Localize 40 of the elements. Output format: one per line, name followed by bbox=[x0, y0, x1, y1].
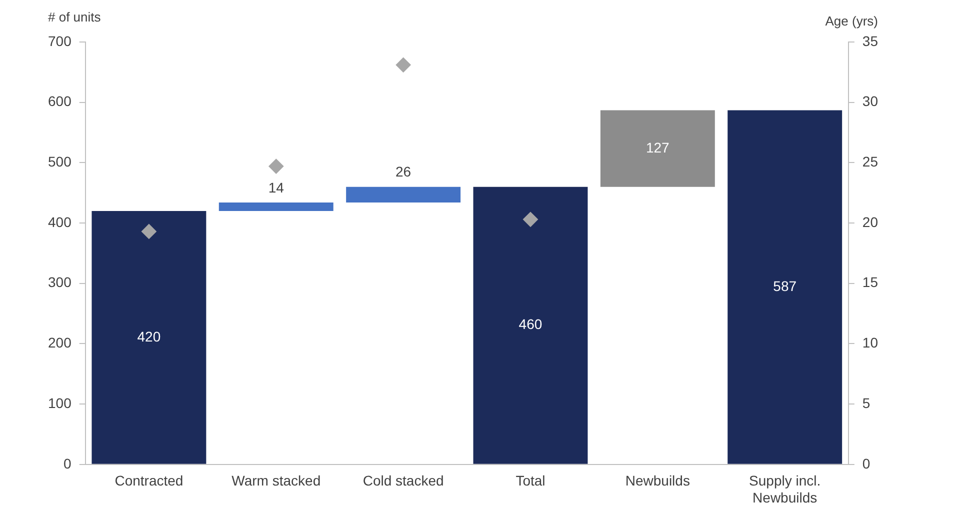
data-label: 14 bbox=[268, 179, 284, 196]
y-tick-label: 200 bbox=[48, 334, 72, 351]
point bbox=[396, 57, 411, 72]
y2-tick-label: 10 bbox=[862, 334, 878, 351]
y-tick-label: 300 bbox=[48, 274, 72, 290]
bar bbox=[728, 110, 842, 464]
y2-tick-label: 25 bbox=[862, 154, 878, 170]
x-tick-label: Newbuilds bbox=[625, 472, 690, 489]
y-tick-label: 500 bbox=[48, 154, 72, 170]
x-tick-label: Total bbox=[516, 472, 546, 489]
bar bbox=[218, 202, 334, 211]
point bbox=[141, 224, 156, 239]
data-label: 587 bbox=[773, 278, 797, 294]
x-tick-label: Contracted bbox=[114, 472, 184, 489]
y-tick-label: 100 bbox=[48, 394, 72, 411]
bar bbox=[473, 186, 588, 464]
y-tick-label: 400 bbox=[48, 214, 72, 230]
y2-tick-label: 35 bbox=[862, 32, 878, 49]
bar bbox=[92, 210, 206, 464]
y2-tick-label: 5 bbox=[862, 394, 870, 411]
y2-tick-label: 30 bbox=[862, 93, 878, 110]
point bbox=[522, 212, 538, 227]
data-label: 127 bbox=[646, 139, 670, 156]
bar bbox=[600, 110, 715, 187]
data-label: 460 bbox=[518, 316, 542, 332]
y2-tick-label: 15 bbox=[862, 274, 878, 290]
y-tick-label: 700 bbox=[48, 32, 72, 49]
point bbox=[268, 158, 284, 174]
bar bbox=[346, 186, 461, 203]
x-tick-label: Warm stacked bbox=[232, 472, 321, 489]
data-label: 420 bbox=[137, 328, 161, 344]
y2-axis-title: Age (yrs) bbox=[825, 14, 878, 29]
x-tick-label: Cold stacked bbox=[362, 472, 444, 489]
y2-tick-label: 0 bbox=[862, 455, 870, 472]
y-tick-label: 600 bbox=[48, 93, 72, 110]
y-tick-label: 0 bbox=[64, 455, 72, 472]
y-axis-title: # of units bbox=[48, 10, 102, 25]
y2-tick-label: 20 bbox=[862, 214, 878, 230]
x-tick-label: Supply incl. Newbuilds bbox=[749, 472, 821, 506]
data-label: 26 bbox=[396, 164, 412, 180]
